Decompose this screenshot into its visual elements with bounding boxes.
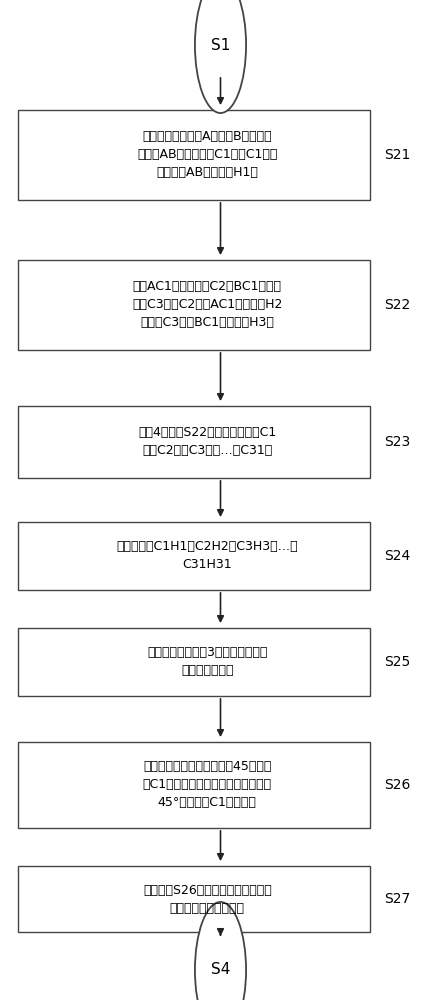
Text: 得到垂线段C1H1、C2H2、C3H3、…、
C31H31: 得到垂线段C1H1、C2H2、C3H3、…、 C31H31: [116, 540, 298, 572]
Ellipse shape: [195, 0, 246, 113]
Text: 连接等压线的起点A和终点B，找到距
离直线AB的最大垂距C1，做C1点到
对应直线AB的垂线于H1点: 连接等压线的起点A和终点B，找到距 离直线AB的最大垂距C1，做C1点到 对应直…: [137, 130, 277, 180]
Text: S23: S23: [384, 435, 410, 449]
FancyBboxPatch shape: [18, 260, 370, 350]
Text: S21: S21: [384, 148, 410, 162]
Text: 找到AC1的最大垂距C2和BC1的最大
垂距C3，做C2点到AC1的垂线于H2
点，做C3点到BC1的垂线于H3点: 找到AC1的最大垂距C2和BC1的最大 垂距C3，做C2点到AC1的垂线于H2 …: [132, 280, 282, 330]
FancyBboxPatch shape: [18, 522, 370, 590]
Text: S26: S26: [384, 778, 410, 792]
FancyBboxPatch shape: [18, 110, 370, 200]
Text: S27: S27: [384, 892, 410, 906]
Text: S22: S22: [384, 298, 410, 312]
Text: S1: S1: [211, 37, 230, 52]
Text: 迭剂4次步骤S22，找到最大垂距C1
点、C2点、C3点、…、C31点: 迭剂4次步骤S22，找到最大垂距C1 点、C2点、C3点、…、C31点: [138, 426, 277, 458]
FancyBboxPatch shape: [18, 866, 370, 932]
Text: S4: S4: [211, 962, 230, 978]
FancyBboxPatch shape: [18, 406, 370, 478]
FancyBboxPatch shape: [18, 628, 370, 696]
Text: 当梯度方向夹角小于或等于45时，提
取C1点为脊点，当梯度方向夹角大于
45°时，提取C1点为槽点: 当梯度方向夹角小于或等于45时，提 取C1点为脊点，当梯度方向夹角大于 45°时…: [143, 760, 272, 810]
FancyBboxPatch shape: [18, 742, 370, 828]
Text: 重复步骤S26，直到将所有的局部极
値点提取为脊点或槽点: 重复步骤S26，直到将所有的局部极 値点提取为脊点或槽点: [143, 884, 272, 914]
Text: S25: S25: [384, 655, 410, 669]
Ellipse shape: [195, 902, 246, 1000]
Text: 当垂线段长度大于3时，则最大垂距
点为局部极値点: 当垂线段长度大于3时，则最大垂距 点为局部极値点: [147, 647, 267, 678]
Text: S24: S24: [384, 549, 410, 563]
